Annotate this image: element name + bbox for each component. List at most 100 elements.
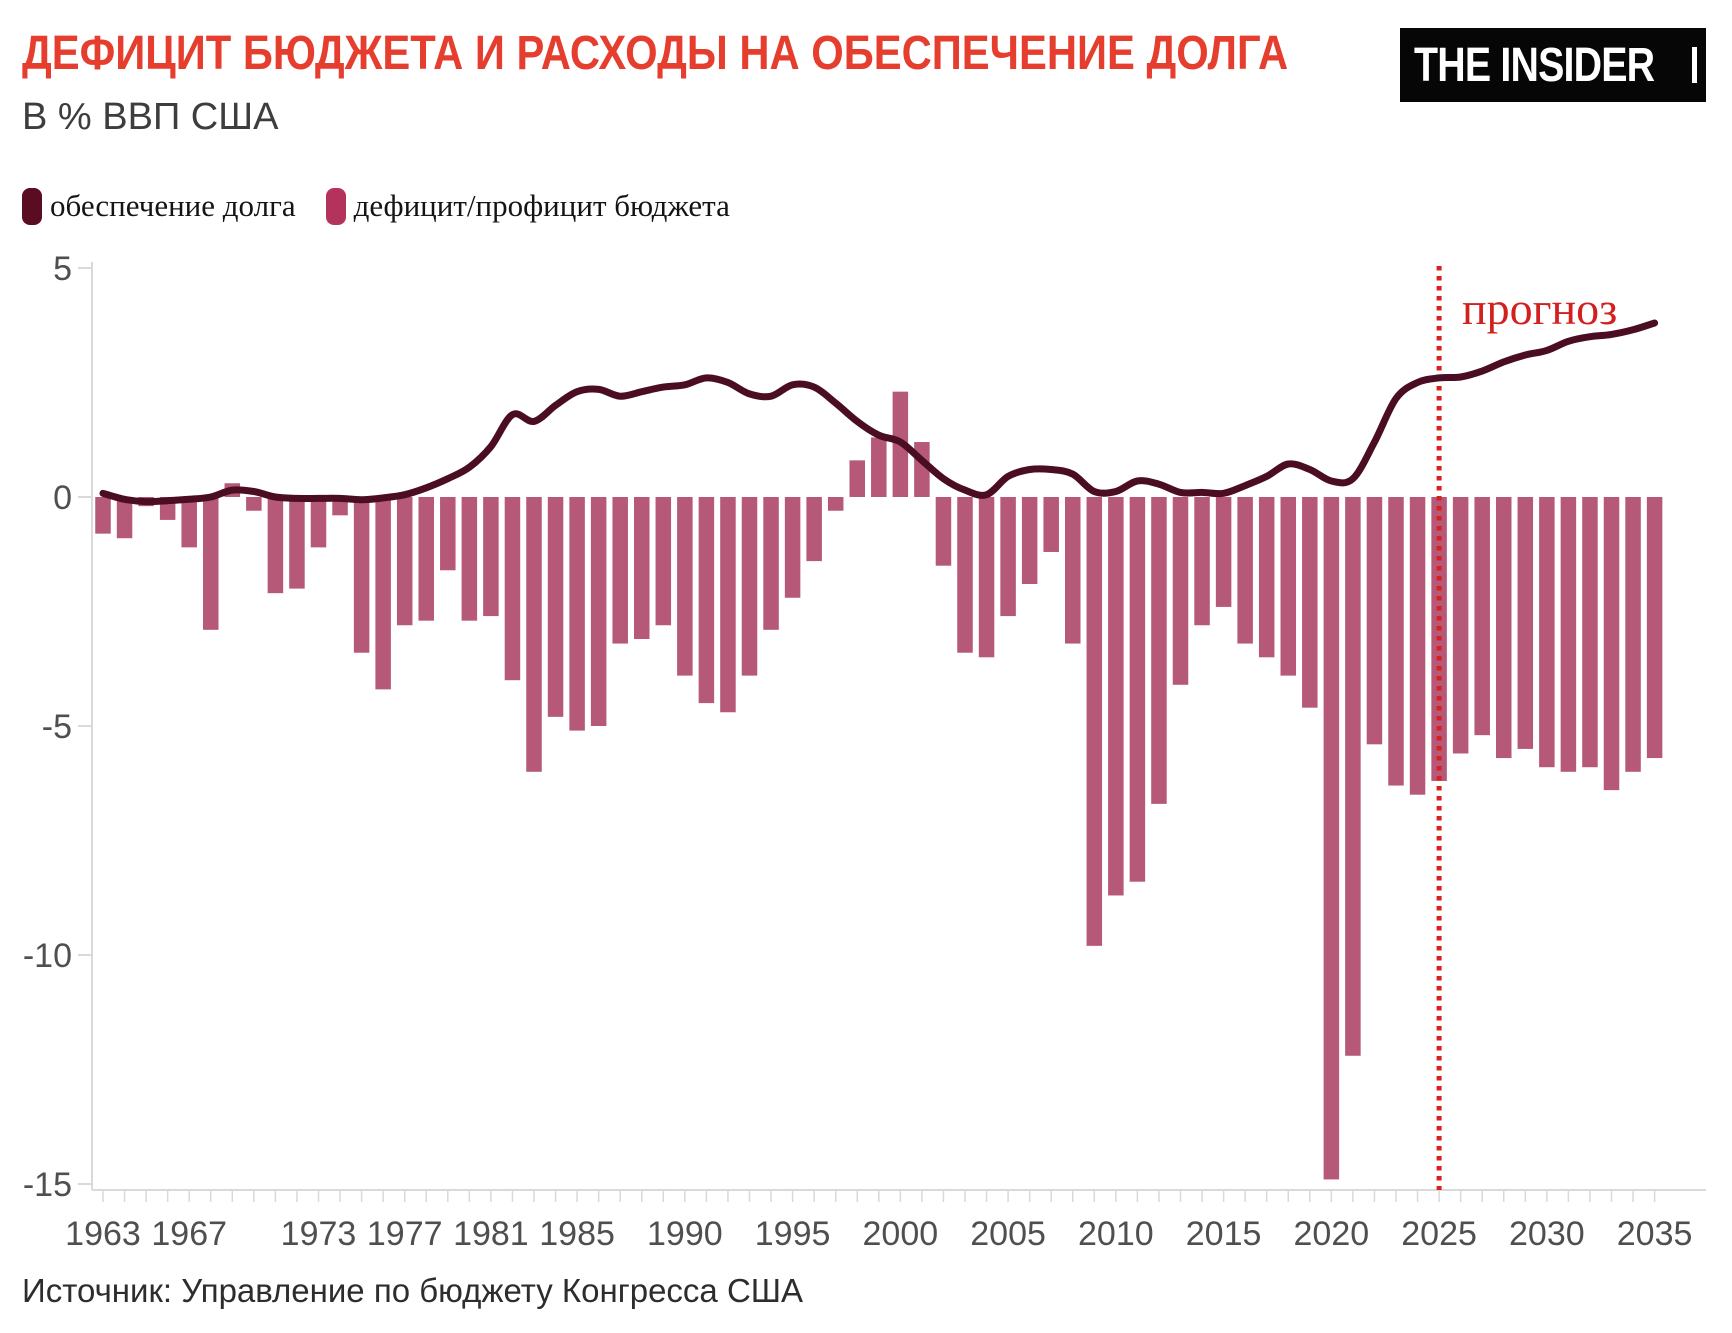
deficit-bar-2012 xyxy=(1151,497,1167,804)
deficit-bar-1979 xyxy=(440,497,456,571)
the-insider-logo: THE INSIDER xyxy=(1400,28,1706,102)
deficit-bar-1984 xyxy=(547,497,564,717)
deficit-bar-2027 xyxy=(1474,497,1490,736)
x-tick-label: 1981 xyxy=(453,1215,529,1253)
deficit-bar-1986 xyxy=(590,497,607,726)
x-tick-label: 1990 xyxy=(647,1215,723,1253)
deficit-bar-2010 xyxy=(1108,497,1124,896)
deficit-bar-2016 xyxy=(1237,497,1253,644)
deficit-bar-2017 xyxy=(1258,497,1275,658)
deficit-bar-1978 xyxy=(418,497,434,621)
deficit-bar-2009 xyxy=(1086,497,1103,946)
deficit-bar-2035 xyxy=(1646,497,1663,759)
deficit-bar-1970 xyxy=(246,497,262,511)
deficit-bar-2008 xyxy=(1065,497,1081,644)
deficit-bar-2026 xyxy=(1452,497,1469,754)
deficit-bar-2032 xyxy=(1582,497,1598,768)
x-tick-label: 2035 xyxy=(1617,1215,1693,1253)
deficit-bar-1967 xyxy=(181,497,197,548)
deficit-bar-1988 xyxy=(634,497,650,639)
deficit-bar-1997 xyxy=(827,497,844,511)
deficit-bar-2006 xyxy=(1021,497,1038,585)
page-title: ДЕФИЦИТ БЮДЖЕТА И РАСХОДЫ НА ОБЕСПЕЧЕНИЕ… xyxy=(22,27,1289,80)
deficit-bar-1963 xyxy=(95,497,111,534)
deficit-bar-1994 xyxy=(763,497,779,630)
deficit-bar-1972 xyxy=(289,497,305,589)
deficit-bars xyxy=(95,391,1663,1180)
x-tick-label: 2015 xyxy=(1186,1215,1262,1253)
deficit-bar-1990 xyxy=(677,497,693,676)
deficit-bar-1987 xyxy=(612,497,628,644)
deficit-bar-1973 xyxy=(310,497,327,548)
deficit-bar-2033 xyxy=(1603,497,1620,791)
deficit-bar-2003 xyxy=(957,497,973,653)
deficit-bar-2019 xyxy=(1302,497,1318,708)
deficit-bar-1976 xyxy=(375,497,391,690)
x-tick-label: 1985 xyxy=(539,1215,615,1253)
forecast-label: прогноз xyxy=(1462,283,1618,334)
deficit-bar-1989 xyxy=(655,497,672,626)
deficit-bar-2014 xyxy=(1194,497,1210,626)
x-tick-label: 2025 xyxy=(1401,1215,1477,1253)
deficit-bar-1964 xyxy=(116,497,133,539)
deficit-bar-2007 xyxy=(1043,497,1059,552)
deficit-bar-2002 xyxy=(935,497,952,566)
source-note: Источник: Управление по бюджету Конгресс… xyxy=(22,1272,804,1309)
x-tick-label: 2030 xyxy=(1509,1215,1585,1253)
debt-service-path xyxy=(99,319,1659,506)
x-tick-label: 2010 xyxy=(1078,1215,1154,1253)
deficit-bar-2029 xyxy=(1517,497,1534,749)
logo-cursor-bar xyxy=(1692,47,1697,83)
deficit-bar-1991 xyxy=(698,497,715,704)
x-tick-label: 1963 xyxy=(65,1215,141,1253)
deficit-bar-1968 xyxy=(203,497,219,630)
deficit-bar-1995 xyxy=(784,497,801,598)
deficit-bar-2024 xyxy=(1409,497,1426,795)
deficit-bar-1975 xyxy=(353,497,370,653)
y-tick-label: -10 xyxy=(23,937,72,975)
deficit-bar-2015 xyxy=(1215,497,1232,607)
deficit-bar-1977 xyxy=(396,497,413,626)
deficit-bar-1993 xyxy=(741,497,758,676)
y-tick-label: -5 xyxy=(42,708,72,746)
y-axis-ticks: 5 0 -5 -10 -15 xyxy=(23,250,92,1204)
y-tick-label: 5 xyxy=(53,250,72,288)
deficit-bar-1980 xyxy=(461,497,478,621)
x-axis-ticks xyxy=(102,1190,1656,1202)
deficit-bar-1996 xyxy=(806,497,822,562)
x-tick-label: 1967 xyxy=(151,1215,227,1253)
deficit-bar-2021 xyxy=(1345,497,1361,1056)
deficit-bar-1983 xyxy=(526,497,542,772)
x-tick-label: 1973 xyxy=(281,1215,357,1253)
chart-subtitle: В % ВВП США xyxy=(22,96,279,138)
y-tick-label: 0 xyxy=(53,479,72,517)
deficit-bar-1999 xyxy=(871,437,887,497)
deficit-bar-2034 xyxy=(1625,497,1641,772)
deficit-bar-2018 xyxy=(1280,497,1296,676)
deficit-bar-1998 xyxy=(849,460,865,497)
deficit-bar-1985 xyxy=(569,497,585,731)
deficit-bar-2030 xyxy=(1539,497,1555,768)
deficit-bar-1971 xyxy=(267,497,284,594)
legend-label-deficit: дефицит/профицит бюджета xyxy=(353,188,730,223)
deficit-bar-2013 xyxy=(1172,497,1189,685)
deficit-bar-1992 xyxy=(720,497,736,713)
deficit-bar-2031 xyxy=(1560,497,1577,772)
legend-swatch-deficit xyxy=(325,187,346,225)
deficit-bar-2020 xyxy=(1323,497,1340,1180)
deficit-bar-2022 xyxy=(1366,497,1383,745)
chart-legend: обеспечение долга дефицит/профицит бюдже… xyxy=(22,186,730,226)
x-tick-label: 1977 xyxy=(367,1215,443,1253)
legend-swatch-debt-service xyxy=(22,187,42,225)
deficit-bar-2011 xyxy=(1129,497,1146,882)
legend-label-debt-service: обеспечение долга xyxy=(50,188,296,223)
x-tick-label: 2020 xyxy=(1294,1215,1370,1253)
deficit-bar-1981 xyxy=(483,497,499,617)
logo-text: THE INSIDER xyxy=(1414,38,1655,92)
x-tick-label: 2005 xyxy=(970,1215,1046,1253)
x-tick-label: 2000 xyxy=(863,1215,939,1253)
x-axis-labels: 1963 1967 1973 1977 1981 1985 1990 1995 2000 2005… xyxy=(65,1215,1692,1253)
y-tick-label: -15 xyxy=(23,1166,72,1204)
x-tick-label: 1995 xyxy=(755,1215,831,1253)
